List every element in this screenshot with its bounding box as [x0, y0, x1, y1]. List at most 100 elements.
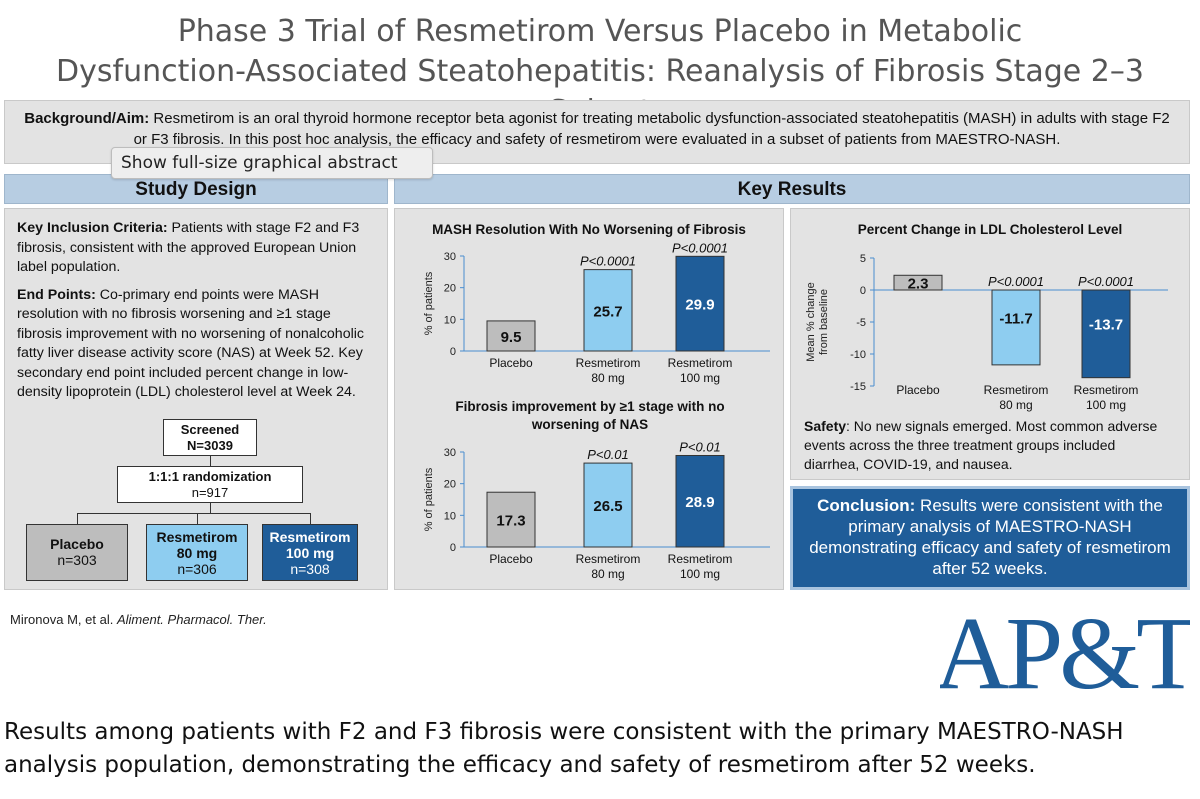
arm-dose: 100 mg — [285, 545, 335, 561]
ldl-cholesterol-chart: 5 0 -5 -10 -15 Mean % changefrom baseline 2.3 P… — [805, 253, 1168, 412]
flow-connector — [210, 456, 211, 466]
chart-title-fibrosis-improvement: Fibrosis improvement by ≥1 stage with no… — [455, 399, 725, 432]
category-label: Placebo — [489, 552, 533, 566]
endpoints-text: Co-primary end points were MASH resoluti… — [17, 286, 364, 401]
y-axis-label: % of patients — [423, 467, 435, 531]
screened-box: Screened N=3039 — [163, 419, 257, 456]
p-value-label: P<0.0001 — [672, 240, 728, 255]
apt-journal-logo: AP&T — [940, 598, 1190, 698]
bar — [991, 289, 1041, 366]
page-title: Phase 3 Trial of Resmetirom Versus Place… — [0, 12, 1200, 132]
p-value-label: P<0.0001 — [1078, 274, 1134, 289]
flow-connector — [310, 513, 311, 524]
bar-value-label: -13.7 — [1089, 316, 1123, 333]
resmetirom-80-arm-box: Resmetirom 80 mg n=306 — [146, 524, 248, 581]
p-value-label: P<0.01 — [679, 439, 721, 454]
bar-value-label: 25.7 — [593, 303, 622, 320]
flow-connector — [197, 513, 198, 524]
screened-label: Screened — [180, 422, 240, 437]
placebo-arm-box: Placebo n=303 — [26, 524, 128, 581]
category-label: Placebo — [489, 356, 533, 370]
end-points: End Points: Co-primary end points were M… — [17, 286, 379, 403]
y-tick-label: 10 — [444, 314, 456, 326]
bar — [583, 462, 633, 548]
apt-logo-text: AP&T — [940, 598, 1190, 698]
y-tick-label: -5 — [856, 317, 866, 329]
bar — [675, 255, 725, 352]
mash-resolution-chart: 0 10 20 30 % of patients 9.5 Placebo 25.7 P<0.00… — [423, 240, 770, 385]
arm-n: n=306 — [177, 561, 217, 577]
endpoints-label: End Points: — [17, 286, 96, 303]
category-label: Resmetirom — [576, 552, 641, 566]
safety-body: : No new signals emerged. Most common ad… — [804, 418, 1158, 472]
screened-n: N=3039 — [187, 438, 233, 453]
y-tick-label: 0 — [450, 346, 456, 358]
category-label: 100 mg — [1086, 398, 1126, 412]
y-tick-label: 5 — [860, 253, 866, 265]
flow-connector — [210, 503, 211, 513]
y-tick-label: 30 — [444, 251, 456, 263]
arm-n: n=308 — [290, 561, 330, 577]
citation: Mironova M, et al. Aliment. Pharmacol. T… — [10, 612, 267, 627]
y-tick-label: 20 — [444, 283, 456, 295]
bar-value-label: 29.9 — [685, 297, 714, 314]
category-label: Placebo — [896, 383, 940, 397]
p-value-label: P<0.0001 — [580, 254, 636, 269]
category-label: Resmetirom — [668, 356, 733, 370]
bar — [486, 491, 536, 548]
category-label: 80 mg — [999, 398, 1032, 412]
category-label: Resmetirom — [1074, 383, 1139, 397]
figure-caption: Results among patients with F2 and F3 fi… — [4, 719, 1124, 778]
safety-text: Safety: No new signals emerged. Most com… — [804, 417, 1174, 474]
arm-label: Resmetirom — [156, 529, 238, 545]
arm-n: n=303 — [57, 552, 97, 568]
category-label: Resmetirom — [576, 356, 641, 370]
arm-dose: 80 mg — [176, 545, 218, 561]
randomization-box: 1:1:1 randomization n=917 — [117, 466, 303, 503]
conclusion-text: Results were consistent with the primary… — [809, 496, 1171, 578]
bar-value-label: 2.3 — [908, 276, 929, 293]
inclusion-text: Patients with stage F2 and F3 fibrosis, … — [17, 220, 360, 275]
title-line-2: Dysfunction-Associated Steatohepatitis: … — [56, 54, 1144, 129]
key-results-header: Key Results — [394, 174, 1190, 204]
inclusion-criteria: Key Inclusion Criteria: Patients with st… — [17, 219, 379, 278]
y-tick-label: 10 — [444, 510, 456, 522]
show-full-size-graphical-abstract-button[interactable]: Show full-size graphical abstract — [111, 147, 433, 179]
y-axis-label: % of patients — [423, 271, 435, 335]
arm-label: Resmetirom — [269, 529, 351, 545]
bar-value-label: 9.5 — [501, 329, 522, 346]
category-label: 80 mg — [591, 567, 624, 581]
category-label: 100 mg — [680, 567, 720, 581]
citation-authors: Mironova M, et al. — [10, 612, 114, 627]
bar — [583, 269, 633, 352]
y-tick-label: 0 — [860, 285, 866, 297]
background-label: Background/Aim: — [24, 110, 150, 127]
bar — [486, 320, 536, 352]
category-label: Resmetirom — [668, 552, 733, 566]
fibrosis-improvement-chart: 0 10 20 30 % of patients 17.3 Placebo 26.5 P<0.0… — [423, 439, 770, 581]
y-tick-label: 30 — [444, 447, 456, 459]
category-label: 80 mg — [591, 371, 624, 385]
p-value-label: P<0.0001 — [988, 274, 1044, 289]
chart-title-mash-resolution: MASH Resolution With No Worsening of Fib… — [432, 222, 746, 237]
y-tick-label: 0 — [450, 542, 456, 554]
bar-value-label: 28.9 — [685, 494, 714, 511]
bar — [1081, 289, 1131, 379]
bar — [893, 274, 943, 291]
background-text: Resmetirom is an oral thyroid hormone re… — [133, 110, 1170, 148]
inclusion-label: Key Inclusion Criteria: — [17, 220, 168, 236]
y-tick-label: 20 — [444, 479, 456, 491]
randomization-n: n=917 — [191, 485, 229, 500]
p-value-label: P<0.01 — [587, 447, 629, 462]
safety-label: Safety — [804, 418, 847, 434]
bar-value-label: 17.3 — [496, 513, 525, 530]
title-line-1: Phase 3 Trial of Resmetirom Versus Place… — [177, 14, 1023, 49]
conclusion-box: Conclusion: Results were consistent with… — [790, 486, 1190, 590]
conclusion-label: Conclusion: — [817, 496, 916, 515]
y-axis-label: Mean % changefrom baseline — [805, 282, 830, 362]
category-label: Resmetirom — [984, 383, 1049, 397]
randomization-label: 1:1:1 randomization — [148, 469, 272, 484]
resmetirom-100-arm-box: Resmetirom 100 mg n=308 — [262, 524, 358, 581]
category-label: 100 mg — [680, 371, 720, 385]
y-tick-label: -15 — [850, 381, 866, 393]
